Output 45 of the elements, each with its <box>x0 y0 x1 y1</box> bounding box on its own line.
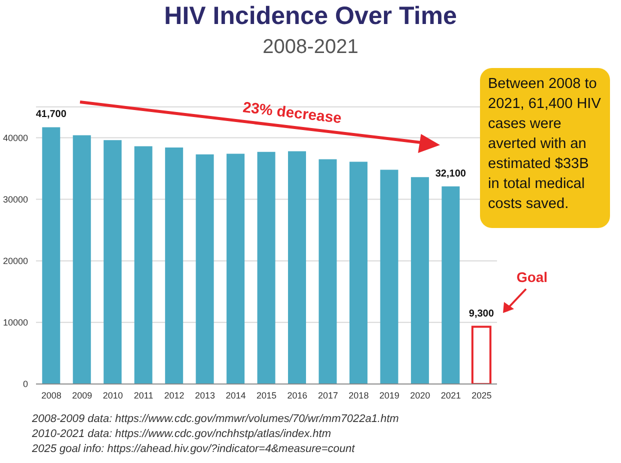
y-tick-label: 0 <box>22 379 28 390</box>
y-tick-label: 10000 <box>2 318 28 328</box>
bar <box>349 162 368 384</box>
bar <box>410 177 429 384</box>
bar <box>318 159 337 384</box>
y-tick-label: 40000 <box>2 132 28 143</box>
bar <box>257 152 276 384</box>
bar <box>380 170 398 384</box>
data-label: 41,700 <box>36 109 67 120</box>
x-tick-label: 2019 <box>379 390 400 400</box>
x-tick-label: 2013 <box>195 390 216 400</box>
text: 2010-2021 data: https://www.cdc.gov/nchhstp/atlas/index.htm <box>32 427 332 442</box>
x-tick-label: 2018 <box>348 390 369 400</box>
x-tick-label: 2014 <box>226 390 246 400</box>
y-tick-label: 30000 <box>2 194 28 204</box>
chart-title: HIV Incidence Over Time <box>163 2 458 31</box>
y-tick-label: 20000 <box>2 256 28 266</box>
text: Goal <box>516 269 548 285</box>
x-tick-label: 2010 <box>102 390 123 400</box>
text: 2025 goal info: https://ahead.hiv.gov/?indicator=4&measure=count <box>32 442 356 457</box>
x-tick-label: 2009 <box>72 390 92 400</box>
x-tick-label: 2020 <box>410 390 430 400</box>
bar <box>42 127 60 384</box>
x-tick-label: 2017 <box>318 390 338 400</box>
x-tick-label: 2011 <box>134 390 154 400</box>
data-label: 9,300 <box>468 308 494 320</box>
chart-subtitle: 2008-2021 <box>262 36 360 59</box>
bar <box>72 135 91 384</box>
bar <box>226 154 245 384</box>
bar <box>288 151 306 384</box>
bar <box>104 140 122 384</box>
x-tick-label: 2015 <box>256 390 277 400</box>
bar <box>442 186 460 384</box>
text: 2008-2009 data: https://www.cdc.gov/mmwr/volumes/70/wr/mm7022a1.htm <box>32 412 399 427</box>
x-tick-label: 2021 <box>440 390 461 400</box>
x-tick-label: 2016 <box>287 390 308 400</box>
x-tick-label: 2008 <box>41 390 62 400</box>
x-tick-label: 2012 <box>164 390 184 400</box>
bar <box>165 148 184 384</box>
bar <box>134 146 152 384</box>
callout-box: Between 2008 to 2021, 61,400 HIV cases were averted with an estimated $33B in total medical costs saved. <box>480 68 610 228</box>
data-label: 32,100 <box>435 168 466 180</box>
annotation: 23% decrease <box>242 99 342 128</box>
x-tick-label: 2025 <box>472 390 492 400</box>
bar <box>196 154 214 384</box>
